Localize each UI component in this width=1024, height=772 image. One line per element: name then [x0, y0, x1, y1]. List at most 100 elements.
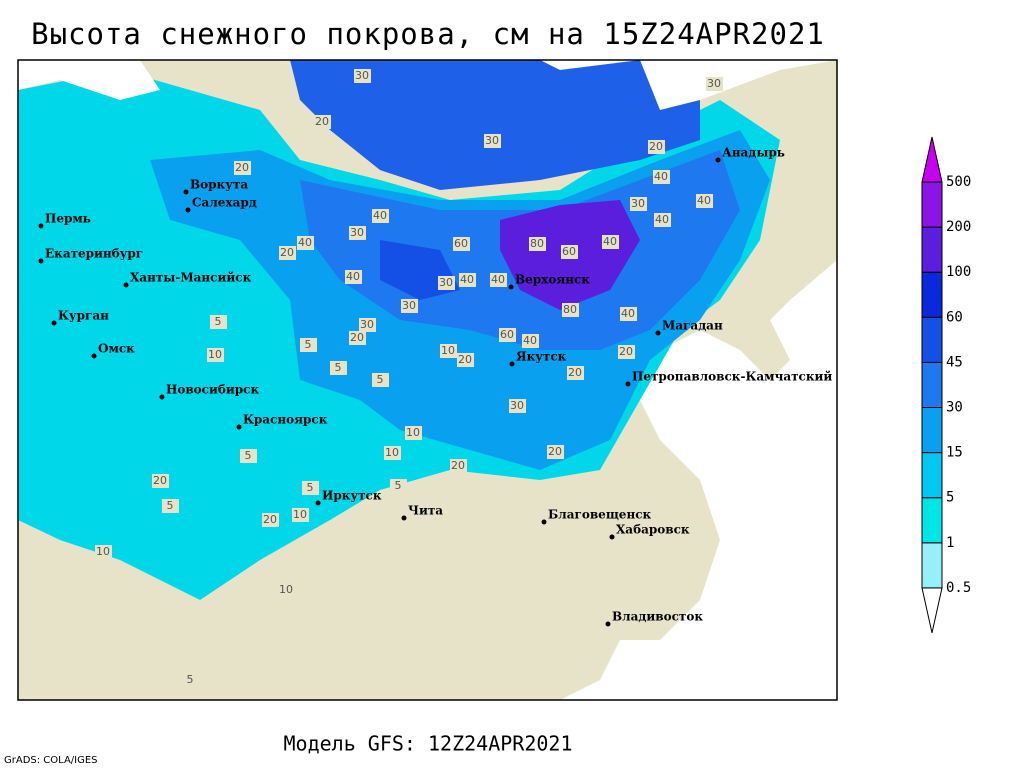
city-label: Ханты-Мансийск — [130, 271, 252, 285]
contour-label: 40 — [697, 194, 711, 207]
contour-label-bg — [484, 134, 501, 148]
contour-label-bg — [438, 276, 455, 290]
contour-label: 10 — [385, 446, 399, 459]
contour-label-bg — [372, 209, 389, 223]
city-dot — [401, 515, 407, 521]
model-label: Модель GFS: 12Z24APR2021 — [284, 732, 573, 756]
city-dot — [183, 189, 189, 195]
contour-label: 5 — [245, 449, 252, 462]
contour-label: 20 — [451, 459, 465, 472]
contour-label: 30 — [485, 134, 499, 147]
contour-label: 40 — [460, 273, 474, 286]
contour-label: 20 — [619, 345, 633, 358]
city-dot — [236, 424, 242, 430]
contour-label-bg — [653, 170, 670, 184]
contour-label: 5 — [335, 361, 342, 374]
city-dot — [541, 519, 547, 525]
city-label: Пермь — [45, 212, 91, 226]
contour-label-bg — [562, 303, 579, 317]
city-label: Хабаровск — [616, 523, 690, 537]
colorbar-band — [921, 452, 943, 499]
city-label: Якутск — [516, 350, 567, 364]
contour-label-bg — [354, 69, 371, 83]
contour-label: 40 — [621, 307, 635, 320]
contour-label-bg — [706, 77, 723, 91]
snow-30 — [290, 60, 700, 190]
contour-label: 30 — [360, 318, 374, 331]
contour-label: 80 — [563, 303, 577, 316]
colorbar-label: 500 — [946, 174, 971, 190]
contour-label-bg — [262, 513, 279, 527]
contour-label: 20 — [315, 115, 329, 128]
contour-label-bg — [490, 273, 507, 287]
colorbar-band — [921, 497, 943, 544]
contour-label: 40 — [298, 236, 312, 249]
colorbar-band — [921, 407, 943, 454]
city-dot — [715, 157, 721, 163]
colorbar-label: 45 — [946, 354, 963, 370]
contour-label-bg — [384, 446, 401, 460]
contour-label: 30 — [631, 197, 645, 210]
city-dot — [508, 284, 514, 290]
city-label: Магадан — [662, 319, 723, 333]
contour-label: 20 — [458, 353, 472, 366]
contour-label-bg — [453, 237, 470, 251]
city-dot — [38, 223, 44, 229]
city-label: Салехард — [192, 196, 257, 210]
contour-label: 40 — [346, 270, 360, 283]
contour-label-bg — [630, 197, 647, 211]
colorbar-band — [921, 226, 943, 273]
colorbar-label: 200 — [946, 219, 971, 235]
contour-label-bg — [509, 399, 526, 413]
contour-label: 5 — [305, 338, 312, 351]
contour-label-bg — [457, 353, 474, 367]
contour-label-bg — [459, 273, 476, 287]
contour-label-bg — [522, 334, 539, 348]
city-label: Петропавловск-Камчатский — [632, 370, 832, 384]
contour-label: 30 — [707, 77, 721, 90]
contour-label-bg — [390, 479, 407, 493]
contour-label: 5 — [187, 673, 194, 686]
contour-label-bg — [618, 345, 635, 359]
contour-label-bg — [567, 366, 584, 380]
contour-label-bg — [440, 344, 457, 358]
colorbar-label: 60 — [946, 309, 963, 325]
contour-label: 5 — [307, 481, 314, 494]
contour-label-bg — [547, 445, 564, 459]
city-dot — [91, 353, 97, 359]
credit: GrADS: COLA/IGES — [4, 755, 98, 766]
city-label: Курган — [58, 309, 109, 323]
colorbar-label: 30 — [946, 400, 963, 416]
contour-label: 30 — [355, 69, 369, 82]
city-label: Анадырь — [722, 146, 785, 160]
city-label: Красноярск — [243, 413, 328, 427]
city-dot — [509, 361, 515, 367]
city-dot — [51, 320, 57, 326]
city-label: Омск — [98, 342, 135, 356]
contour-label: 30 — [439, 276, 453, 289]
contour-label-bg — [450, 459, 467, 473]
city-label: Благовещенск — [548, 508, 652, 522]
contour-label: 5 — [377, 373, 384, 386]
contour-label: 10 — [208, 348, 222, 361]
contour-label: 40 — [491, 273, 505, 286]
contour-label-bg — [330, 361, 347, 375]
city-label: Верхоянск — [515, 273, 590, 287]
contour-label: 40 — [655, 213, 669, 226]
contour-label-bg — [234, 161, 251, 175]
city-dot — [625, 381, 631, 387]
colorbar-band — [921, 542, 943, 589]
colorbar-label: 1 — [946, 535, 954, 551]
title: Высота снежного покрова, см на 15Z24APR2… — [31, 17, 825, 51]
contour-label-bg — [314, 115, 331, 129]
contour-label-bg — [162, 499, 179, 513]
contour-label-bg — [345, 270, 362, 284]
city-label: Иркутск — [322, 489, 382, 503]
contour-label-bg — [302, 481, 319, 495]
contour-label: 10 — [441, 344, 455, 357]
contour-label: 5 — [395, 479, 402, 492]
contour-label: 60 — [562, 245, 576, 258]
contour-label: 40 — [373, 209, 387, 222]
